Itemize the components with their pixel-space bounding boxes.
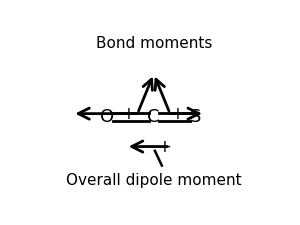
Text: Overall dipole moment: Overall dipole moment	[66, 173, 242, 188]
Text: C: C	[148, 108, 160, 126]
Text: +: +	[157, 137, 171, 155]
Text: +: +	[121, 105, 135, 123]
Text: O: O	[100, 108, 114, 126]
Text: Bond moments: Bond moments	[96, 36, 212, 51]
Text: +: +	[170, 105, 184, 123]
Text: S: S	[190, 108, 201, 126]
